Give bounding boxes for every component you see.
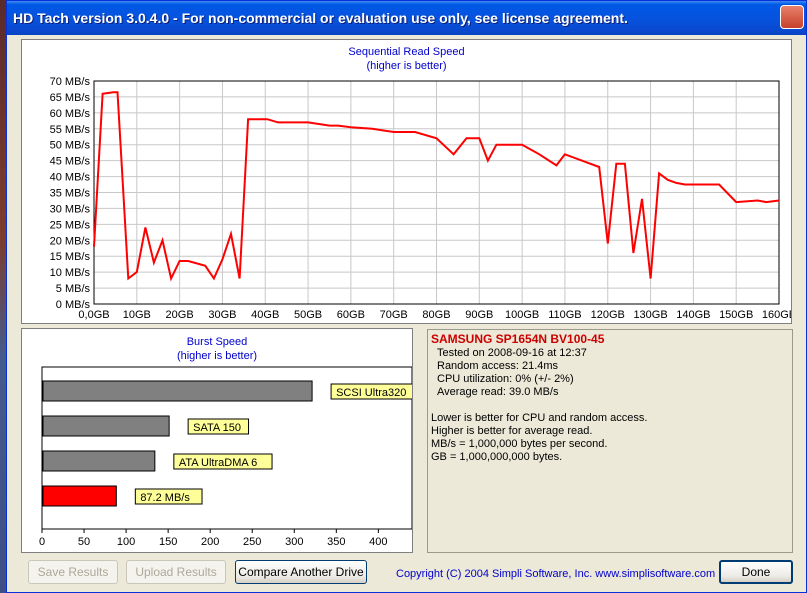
burst-speed-panel: Burst Speed (higher is better) 0 50 100 150… [21, 328, 413, 553]
y-tick-label: 15 MB/s [50, 251, 91, 263]
client-area: Sequential Read Speed (higher is better)… [11, 35, 802, 590]
x-tick-label: 60GB [337, 309, 365, 321]
x-tick-label: 350 [327, 536, 345, 548]
y-tick-label: 45 MB/s [50, 156, 91, 168]
bar-label-box [134, 488, 203, 505]
burst-chart: 0 50 100 150 200 250 300 350 400 SCSI Ultra320 SAT… [39, 366, 412, 548]
save-results-button[interactable]: Save Results [28, 560, 118, 584]
note-line: MB/s = 1,000,000 bytes per second. [431, 438, 608, 450]
burst-chart-title: Burst Speed [186, 336, 248, 348]
x-tick-label: 110GB [548, 309, 581, 321]
y-tick-label: 70 MB/s [50, 76, 91, 88]
x-tick-label: 30GB [208, 309, 236, 321]
upload-results-button[interactable]: Upload Results [126, 560, 226, 584]
x-tick-label: 40GB [251, 309, 279, 321]
note-line: Lower is better for CPU and random acces… [431, 412, 648, 424]
y-tick-label: 5 MB/s [56, 283, 91, 295]
bar-label: SCSI Ultra320 [336, 387, 406, 399]
note-line: GB = 1,000,000,000 bytes. [431, 451, 563, 463]
copyright-text: Copyright (C) 2004 Simpli Software, Inc.… [396, 568, 716, 580]
x-tick-label: 70GB [380, 309, 408, 321]
y-tick-label: 20 MB/s [50, 235, 91, 247]
x-tick-label: 120GB [591, 309, 625, 321]
burst-bar-current [42, 485, 117, 507]
cpu-utilization: CPU utilization: 0% (+/- 2%) [437, 373, 574, 385]
burst-bar [42, 415, 170, 437]
x-tick-label: 300 [285, 536, 303, 548]
y-tick-label: 65 MB/s [50, 92, 91, 104]
hdtach-window: HD Tach version 3.0.4.0 - For non-commer… [6, 0, 807, 593]
x-tick-label: 130GB [633, 309, 667, 321]
y-tick-label: 0 MB/s [56, 299, 91, 311]
desktop-background [0, 0, 10, 593]
x-tick-label: 20GB [166, 309, 194, 321]
x-tick-label: 10GB [123, 309, 151, 321]
window-title: HD Tach version 3.0.4.0 - For non-commer… [13, 10, 628, 26]
note-line: Higher is better for average read. [431, 425, 593, 437]
x-tick-label: 400 [369, 536, 387, 548]
y-tick-label: 60 MB/s [50, 108, 91, 120]
x-tick-label: 150GB [719, 309, 753, 321]
done-button[interactable]: Done [719, 560, 793, 584]
drive-info-panel: SAMSUNG SP1654N BV100-45 Tested on 2008-… [427, 329, 793, 553]
plot-border [93, 80, 780, 305]
sequential-chart-title: Sequential Read Speed [348, 46, 465, 58]
y-tick-label: 55 MB/s [50, 124, 91, 136]
bar-label: 87.2 MB/s [140, 492, 190, 504]
average-read: Average read: 39.0 MB/s [437, 386, 559, 398]
x-tick-label: 100GB [505, 309, 539, 321]
burst-chart-subtitle: (higher is better) [176, 350, 258, 362]
y-tick-label: 50 MB/s [50, 140, 91, 152]
x-tick-label: 0,0GB [78, 309, 109, 321]
sequential-read-panel: Sequential Read Speed (higher is better)… [21, 39, 792, 324]
y-tick-label: 40 MB/s [50, 172, 91, 184]
x-tick-label: 90GB [465, 309, 493, 321]
y-tick-label: 30 MB/s [50, 203, 91, 215]
random-access: Random access: 21.4ms [437, 360, 559, 372]
x-tick-label: 0 [39, 536, 45, 548]
x-tick-label: 100 [117, 536, 135, 548]
tested-date: Tested on 2008-09-16 at 12:37 [437, 347, 587, 359]
close-button[interactable] [780, 5, 804, 29]
burst-bar [42, 380, 313, 402]
y-tick-label: 10 MB/s [50, 267, 91, 279]
sequential-chart-subtitle: (higher is better) [366, 60, 447, 72]
x-tick-label: 150 [159, 536, 177, 548]
compare-another-drive-button[interactable]: Compare Another Drive [235, 560, 367, 584]
bar-label: SATA 150 [193, 422, 241, 434]
bar-label-box [330, 383, 412, 400]
x-tick-label: 250 [243, 536, 261, 548]
sequential-read-line [93, 91, 780, 282]
y-tick-label: 35 MB/s [50, 188, 91, 200]
x-tick-label: 50 [78, 536, 90, 548]
x-tick-label: 200 [201, 536, 219, 548]
x-tick-label: 140GB [676, 309, 710, 321]
burst-bar [42, 450, 156, 472]
x-tick-label: 80GB [422, 309, 450, 321]
bar-label-box [187, 418, 250, 435]
title-bar[interactable]: HD Tach version 3.0.4.0 - For non-commer… [7, 1, 806, 35]
x-tick-label: 50GB [294, 309, 322, 321]
bar-label-box [173, 453, 273, 470]
bar-label: ATA UltraDMA 6 [179, 457, 257, 469]
y-tick-label: 25 MB/s [50, 219, 91, 231]
sequential-chart: 0 MB/s 5 MB/s 10 MB/s 15 MB/s 20 MB/s 25 MB/s… [50, 76, 791, 321]
drive-name: SAMSUNG SP1654N BV100-45 [431, 332, 605, 346]
